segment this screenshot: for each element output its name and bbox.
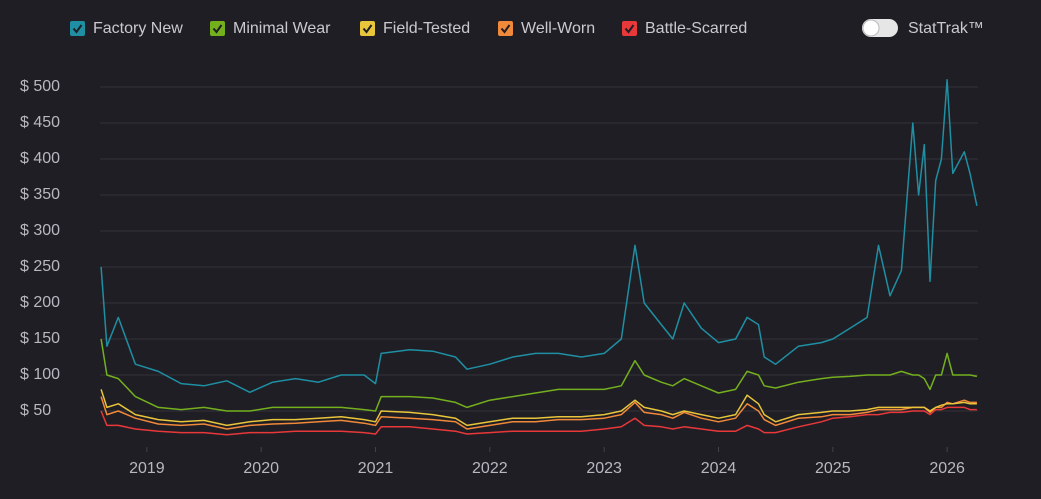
legend-check[interactable] xyxy=(624,24,635,34)
legend-label[interactable]: Well-Worn xyxy=(521,20,595,37)
legend-label[interactable]: Battle-Scarred xyxy=(645,20,747,37)
legend-check[interactable] xyxy=(500,24,511,34)
legend-checkbox[interactable] xyxy=(210,21,225,36)
legend-item[interactable]: Field-Tested xyxy=(360,20,470,37)
stattrak-toggle[interactable]: StatTrak™ xyxy=(862,19,984,37)
y-tick-label: $ 200 xyxy=(20,294,60,311)
x-tick-label: 2020 xyxy=(243,460,279,477)
y-tick-label: $ 450 xyxy=(20,114,60,131)
y-tick-label: $ 500 xyxy=(20,78,60,95)
series-line xyxy=(100,389,977,427)
x-tick-label: 2025 xyxy=(815,460,851,477)
legend-item[interactable]: Battle-Scarred xyxy=(622,20,747,37)
toggle-knob[interactable] xyxy=(862,19,880,37)
legend-checkbox[interactable] xyxy=(360,21,375,36)
legend-item[interactable]: Minimal Wear xyxy=(210,20,331,37)
toggle-label[interactable]: StatTrak™ xyxy=(908,20,984,37)
y-tick-label: $ 150 xyxy=(20,330,60,347)
legend-label[interactable]: Factory New xyxy=(93,20,183,37)
legend-item[interactable]: Factory New xyxy=(70,20,183,37)
legend-check[interactable] xyxy=(72,24,83,34)
y-tick-label: $ 50 xyxy=(20,402,51,419)
x-tick-label: 2021 xyxy=(358,460,394,477)
x-tick-label: 2026 xyxy=(929,460,965,477)
y-tick-label: $ 350 xyxy=(20,186,60,203)
legend-item[interactable]: Well-Worn xyxy=(498,20,595,37)
x-tick-label: 2023 xyxy=(586,460,622,477)
y-tick-label: $ 300 xyxy=(20,222,60,239)
series-line xyxy=(100,406,977,436)
series-line xyxy=(100,79,978,394)
legend-checkbox[interactable] xyxy=(622,21,637,36)
x-tick-label: 2022 xyxy=(472,460,508,477)
series-line xyxy=(100,338,978,412)
x-tick-label: 2019 xyxy=(129,460,165,477)
y-tick-label: $ 100 xyxy=(20,366,60,383)
legend-checkbox[interactable] xyxy=(70,21,85,36)
legend-checkbox[interactable] xyxy=(498,21,513,36)
legend-label[interactable]: Field-Tested xyxy=(383,20,470,37)
legend-check[interactable] xyxy=(362,24,373,34)
legend-check[interactable] xyxy=(212,24,223,34)
legend-label[interactable]: Minimal Wear xyxy=(233,20,331,37)
x-tick-label: 2024 xyxy=(701,460,737,477)
y-tick-label: $ 250 xyxy=(20,258,60,275)
y-tick-label: $ 400 xyxy=(20,150,60,167)
